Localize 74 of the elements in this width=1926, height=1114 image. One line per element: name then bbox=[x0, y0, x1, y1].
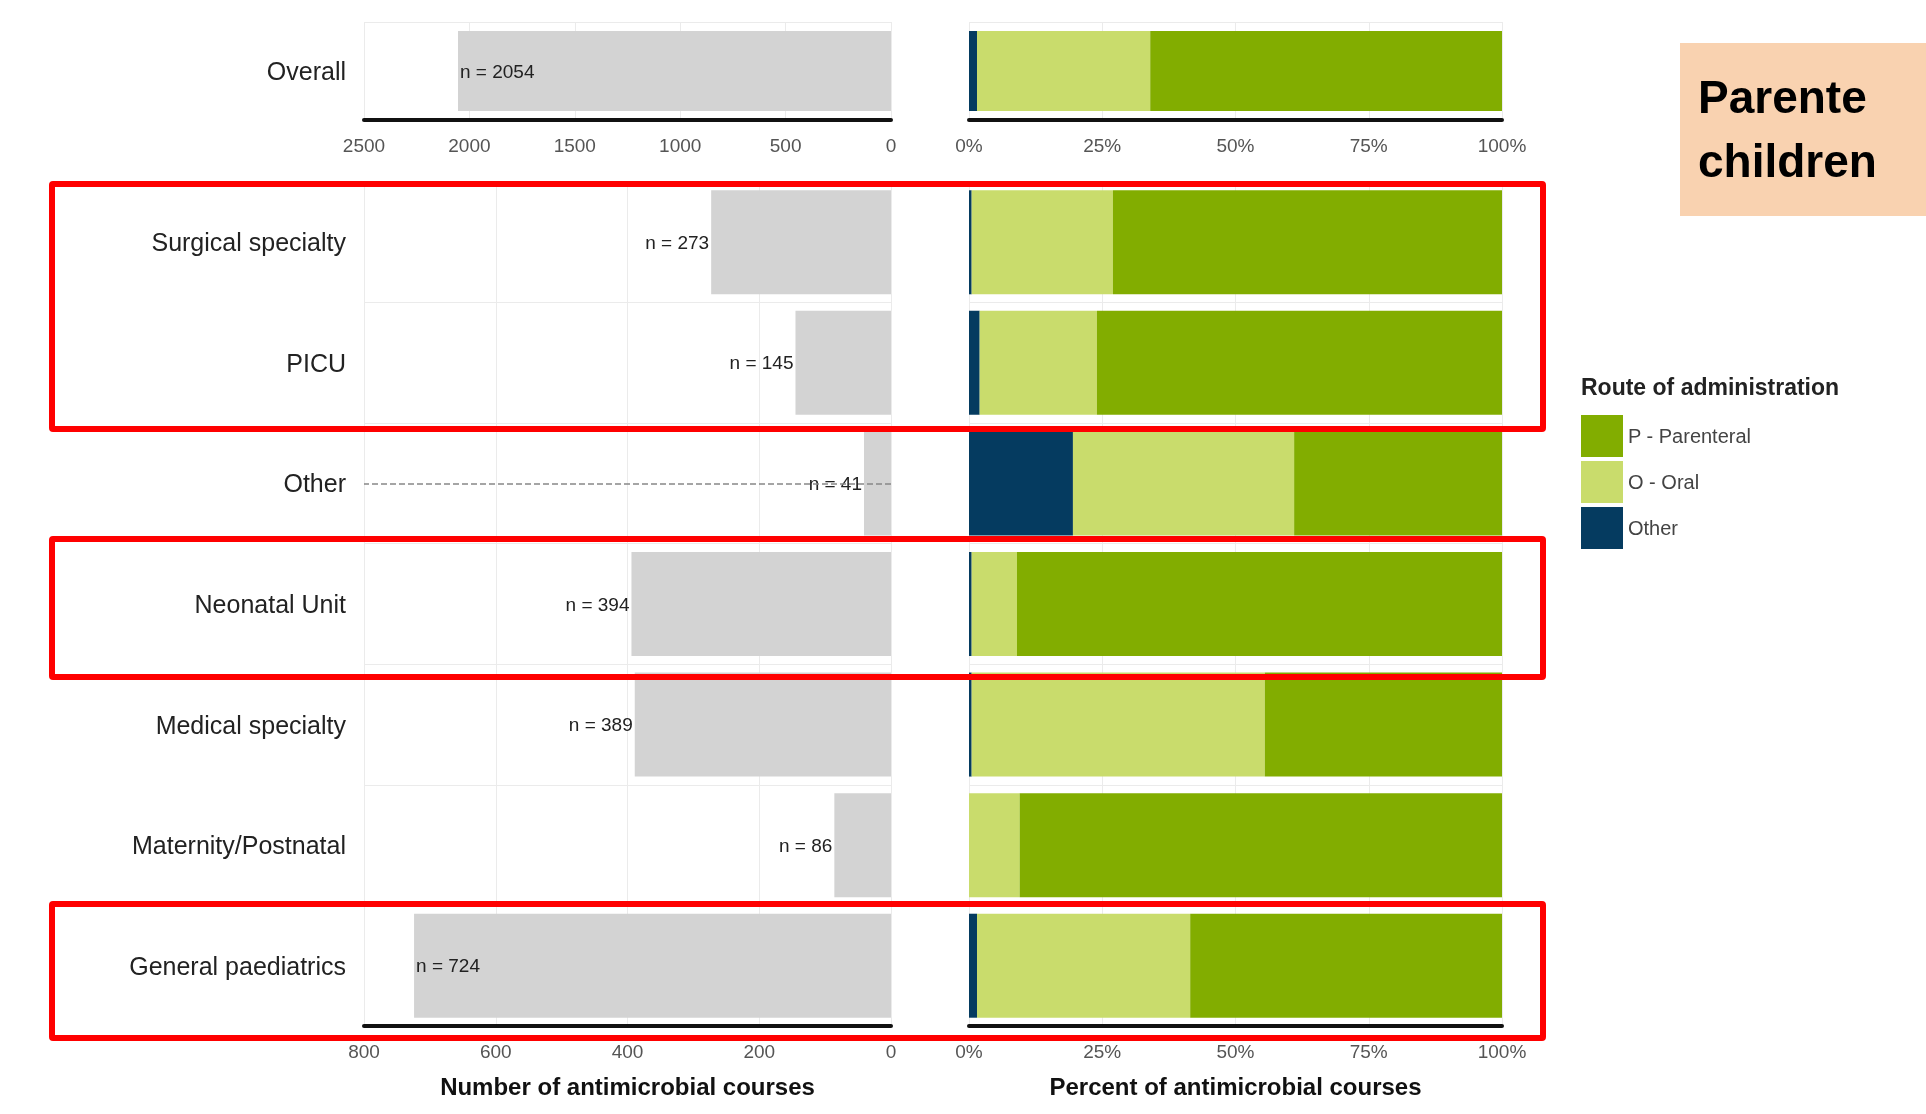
bar bbox=[1190, 913, 1502, 1018]
bar bbox=[971, 672, 1265, 777]
data-label: n = 145 bbox=[729, 352, 794, 374]
bar bbox=[969, 793, 1020, 898]
bar bbox=[1016, 552, 1502, 656]
legend-label: O - Oral bbox=[1628, 471, 1700, 493]
bar bbox=[977, 913, 1191, 1018]
bar bbox=[969, 31, 977, 111]
y-tick-label: General paediatrics bbox=[129, 951, 346, 980]
bar bbox=[1019, 793, 1502, 898]
bar bbox=[969, 431, 1073, 536]
bar bbox=[969, 552, 972, 656]
x-tick-label: 0% bbox=[955, 1041, 983, 1062]
bar bbox=[971, 552, 1017, 656]
x-tick-label: 100% bbox=[1477, 1041, 1527, 1062]
y-tick-label: Neonatal Unit bbox=[194, 590, 347, 618]
x-tick-label: 0% bbox=[955, 135, 983, 156]
x-tick-label: 500 bbox=[769, 135, 802, 156]
bar bbox=[1072, 431, 1295, 536]
bar bbox=[634, 672, 891, 777]
x-tick-label: 400 bbox=[611, 1041, 644, 1062]
x-tick-label: 0 bbox=[885, 1041, 897, 1062]
bar bbox=[631, 552, 891, 656]
data-label: n = 389 bbox=[568, 714, 633, 736]
data-label: n = 2054 bbox=[460, 60, 535, 82]
x-tick-label: 800 bbox=[348, 1041, 380, 1062]
text: Parente children bbox=[1680, 43, 1926, 216]
bar bbox=[969, 672, 972, 777]
x-tick-label: 75% bbox=[1349, 1041, 1388, 1062]
legend-label: P - Parenteral bbox=[1628, 425, 1752, 447]
bar bbox=[414, 913, 891, 1018]
bar bbox=[1112, 190, 1502, 295]
y-tick-label: Medical specialty bbox=[155, 710, 347, 739]
data-label: n = 41 bbox=[808, 472, 862, 494]
x-axis-title: Percent of antimicrobial courses bbox=[1049, 1072, 1422, 1100]
y-tick-label: Other bbox=[283, 469, 346, 498]
data-label: n = 394 bbox=[565, 593, 630, 615]
bar bbox=[971, 190, 1113, 295]
x-tick-label: 1500 bbox=[553, 135, 596, 156]
data-label: n = 86 bbox=[778, 834, 833, 856]
bar bbox=[795, 310, 891, 415]
bar bbox=[863, 431, 891, 536]
bar bbox=[1264, 672, 1502, 777]
x-tick-label: 600 bbox=[479, 1041, 512, 1062]
legend-title: Route of administration bbox=[1581, 373, 1840, 400]
x-tick-label: 50% bbox=[1216, 1041, 1255, 1062]
y-tick-label: PICU bbox=[286, 348, 346, 377]
bar bbox=[969, 913, 977, 1018]
bar bbox=[1294, 431, 1502, 536]
bar bbox=[969, 190, 972, 295]
y-tick-label: Overall bbox=[266, 57, 346, 85]
x-tick-label: 1000 bbox=[659, 135, 702, 156]
x-tick-label: 2500 bbox=[342, 135, 386, 156]
y-tick-label: Surgical specialty bbox=[151, 228, 347, 257]
x-tick-label: 100% bbox=[1477, 135, 1527, 156]
x-tick-label: 25% bbox=[1083, 135, 1122, 156]
x-tick-label: 25% bbox=[1083, 1041, 1122, 1062]
bar bbox=[1150, 31, 1502, 111]
x-tick-label: 50% bbox=[1216, 135, 1255, 156]
x-tick-label: 0 bbox=[885, 135, 897, 156]
legend-label: Other bbox=[1628, 517, 1679, 539]
bar bbox=[1096, 310, 1502, 415]
bar bbox=[979, 310, 1097, 415]
data-label: n = 273 bbox=[645, 231, 710, 253]
bar bbox=[969, 310, 980, 415]
x-tick-label: 2000 bbox=[448, 135, 491, 156]
x-tick-label: 200 bbox=[743, 1041, 776, 1062]
x-tick-label: 75% bbox=[1349, 135, 1388, 156]
bar bbox=[977, 31, 1151, 111]
bar bbox=[711, 190, 891, 295]
data-label: n = 724 bbox=[416, 955, 481, 977]
bar bbox=[834, 793, 891, 898]
y-tick-label: Maternity/Postnatal bbox=[132, 831, 346, 860]
x-axis-title: Number of antimicrobial courses bbox=[440, 1072, 815, 1100]
